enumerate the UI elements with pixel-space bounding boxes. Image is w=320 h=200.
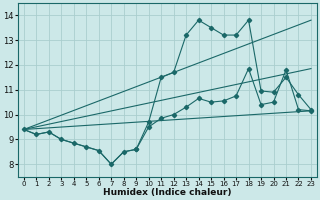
X-axis label: Humidex (Indice chaleur): Humidex (Indice chaleur)	[103, 188, 232, 197]
